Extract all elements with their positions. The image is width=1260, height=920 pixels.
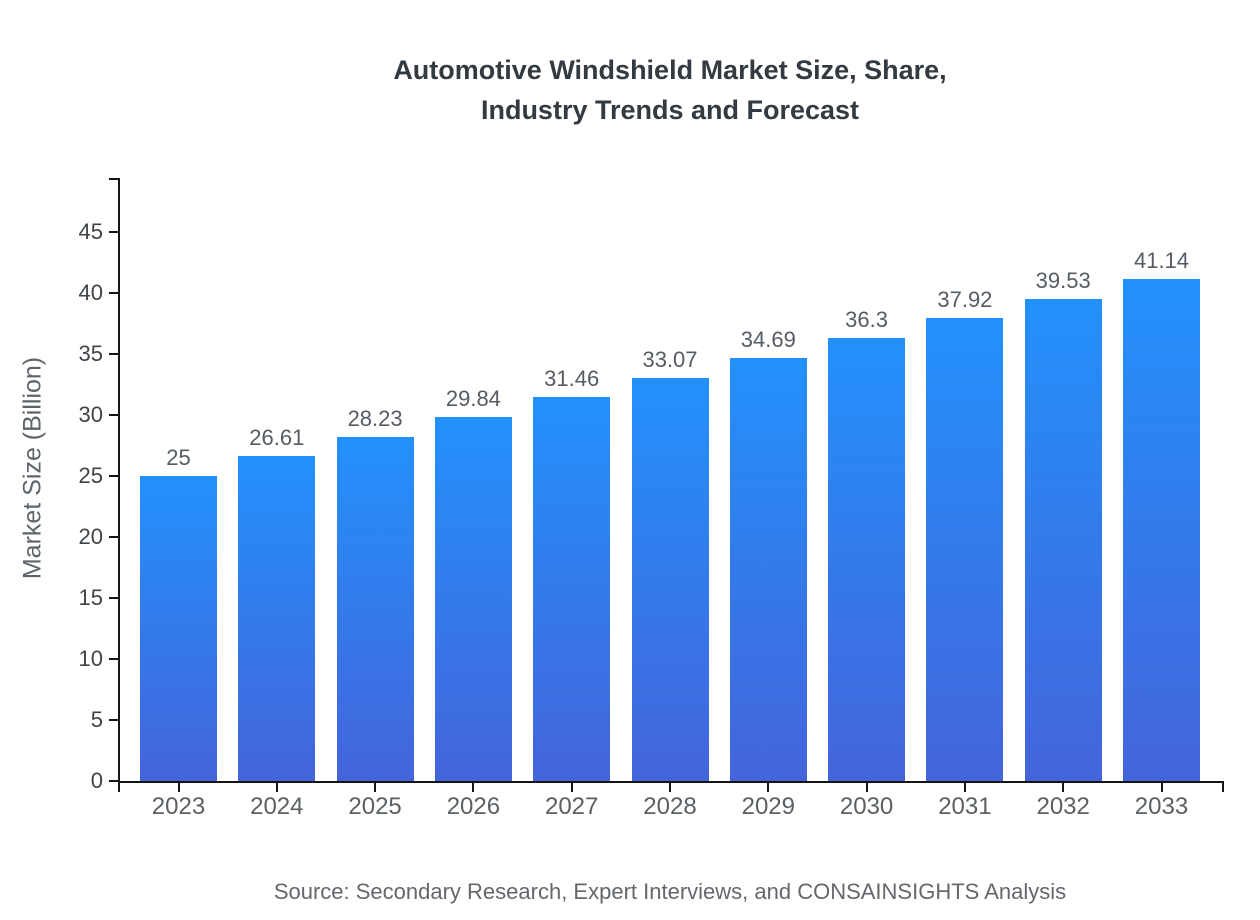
bar-2024 [238, 456, 316, 781]
y-axis-tick-label: 10 [78, 646, 103, 671]
x-axis-label: 2024 [250, 793, 304, 820]
y-axis-tick [109, 292, 118, 294]
bar-value-label: 25 [166, 445, 191, 470]
x-axis-label: 2027 [544, 793, 599, 820]
chart-title-line1: Automotive Windshield Market Size, Share… [393, 55, 947, 85]
chart-title: Automotive Windshield Market Size, Share… [80, 50, 1260, 130]
bar-2031 [926, 318, 1004, 781]
bar-2030 [828, 338, 906, 781]
bar-2027 [533, 397, 611, 781]
x-axis-label: 2032 [1036, 793, 1090, 820]
x-axis-tick [1160, 783, 1163, 792]
y-axis-tick [109, 353, 118, 355]
x-axis-tick [570, 783, 573, 792]
x-axis-origin-tick [118, 783, 120, 792]
x-axis-label: 2030 [839, 793, 894, 820]
y-axis-tick [109, 658, 118, 660]
y-axis-tick [109, 475, 118, 477]
bar-value-label: 36.3 [845, 307, 888, 333]
bar-value-label: 34.69 [740, 326, 796, 352]
bar-value-label: 39.53 [1035, 267, 1091, 293]
y-axis-tick [109, 780, 118, 782]
x-axis-label: 2023 [151, 793, 206, 820]
bar-value-label: 41.14 [1133, 248, 1190, 274]
x-axis-end-tick [1222, 783, 1224, 792]
bar-2029 [729, 357, 807, 781]
y-axis-tick-label: 15 [78, 585, 103, 610]
y-axis-tick-label: 0 [90, 768, 103, 793]
bar-2026 [434, 416, 512, 781]
y-axis-tick [109, 536, 118, 538]
y-axis-tick [109, 231, 118, 233]
x-axis-line [118, 781, 1224, 783]
x-axis-tick [472, 783, 475, 792]
bar-value-label: 37.92 [937, 287, 993, 313]
bar-2032 [1024, 298, 1102, 781]
bar-value-label: 28.23 [347, 405, 403, 431]
x-axis-tick [1062, 783, 1065, 792]
bar-value-label: 26.61 [249, 425, 305, 451]
bar-value-label: 29.84 [445, 385, 501, 411]
y-axis-tick [109, 719, 118, 721]
bar-2023 [140, 476, 217, 781]
x-axis-tick [669, 783, 671, 792]
chart-title-line2: Industry Trends and Forecast [480, 95, 860, 125]
x-axis-tick [275, 783, 278, 792]
x-axis-tick [963, 783, 966, 792]
x-axis-label: 2031 [938, 793, 992, 820]
bar-2033 [1123, 279, 1200, 781]
x-axis-tick [374, 783, 377, 792]
source-note: Source: Secondary Research, Expert Inter… [273, 879, 1067, 904]
bar-2025 [336, 436, 414, 781]
y-axis-tick-label: 5 [90, 707, 103, 732]
y-axis-tick-label: 40 [78, 280, 103, 305]
y-axis-tick-label: 20 [78, 524, 103, 549]
x-axis-tick [767, 783, 770, 792]
y-axis-tick-label: 25 [78, 463, 103, 488]
x-axis-tick [865, 783, 868, 792]
bar-2028 [631, 377, 709, 781]
y-axis-tick-label: 35 [78, 341, 103, 366]
x-axis-label: 2028 [643, 793, 697, 820]
y-axis-tick-label: 45 [78, 219, 103, 244]
bar-value-label: 33.07 [642, 346, 698, 372]
x-axis-label: 2033 [1134, 793, 1189, 820]
y-axis-tick-label: 30 [78, 402, 103, 427]
x-axis-label: 2029 [741, 793, 795, 820]
y-axis-line [118, 178, 120, 783]
y-axis-tick [109, 414, 118, 416]
x-axis-label: 2025 [348, 793, 402, 820]
y-axis-tick [109, 597, 118, 599]
bar-value-label: 31.46 [544, 366, 600, 392]
x-axis-tick [177, 783, 180, 792]
x-axis-label: 2026 [446, 793, 501, 820]
y-axis-end-tick [109, 178, 118, 180]
